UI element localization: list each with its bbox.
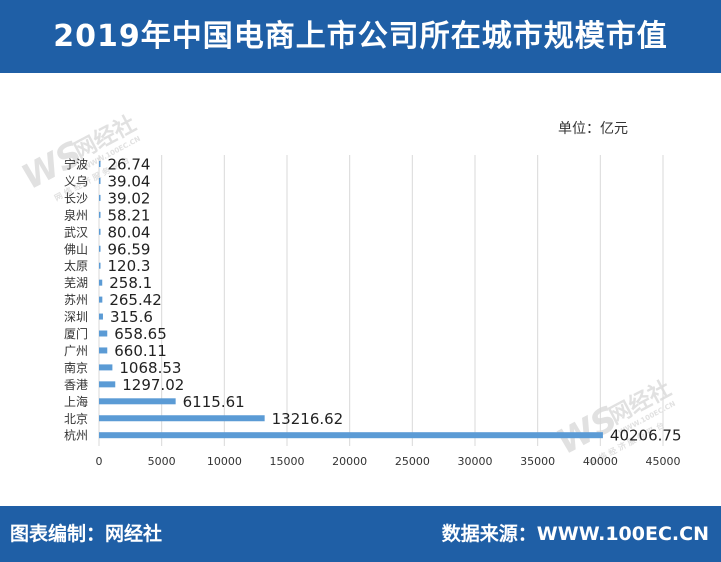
bar-佛山 xyxy=(99,245,101,252)
value-label-太原: 120.3 xyxy=(108,257,151,275)
x-tick-label-9: 45000 xyxy=(646,455,681,468)
category-label-杭州: 杭州 xyxy=(64,428,88,443)
value-label-苏州: 265.42 xyxy=(109,291,162,309)
value-label-芜湖: 258.1 xyxy=(109,274,152,292)
header-bar: 2019年中国电商上市公司所在城市规模市值 xyxy=(0,0,721,73)
value-label-厦门: 658.65 xyxy=(114,325,167,343)
x-tick-label-1: 5000 xyxy=(148,455,176,468)
category-label-太原: 太原 xyxy=(64,258,88,273)
x-tick-label-6: 30000 xyxy=(458,455,493,468)
category-label-宁波: 宁波 xyxy=(64,157,88,172)
category-label-泉州: 泉州 xyxy=(64,208,88,222)
x-tick-label-3: 15000 xyxy=(270,455,305,468)
bar-芜湖 xyxy=(99,279,103,286)
value-label-长沙: 39.02 xyxy=(108,189,151,207)
bar-长沙 xyxy=(99,194,101,201)
value-label-武汉: 80.04 xyxy=(108,223,151,241)
bar-series xyxy=(99,161,603,439)
category-label-长沙: 长沙 xyxy=(64,191,88,205)
bar-义乌 xyxy=(99,177,101,184)
value-label-广州: 660.11 xyxy=(114,342,167,360)
data-source-credit: 数据来源：WWW.100EC.CN xyxy=(441,523,709,545)
value-label-香港: 1297.02 xyxy=(122,376,184,394)
bar-广州 xyxy=(99,347,108,354)
value-label-北京: 13216.62 xyxy=(272,410,344,428)
footer-bar: 图表编制：网经社 数据来源：WWW.100EC.CN xyxy=(0,506,721,562)
value-label-深圳: 315.6 xyxy=(110,308,153,326)
category-label-佛山: 佛山 xyxy=(64,242,88,256)
category-label-香港: 香港 xyxy=(64,378,88,392)
category-label-深圳: 深圳 xyxy=(64,310,88,324)
category-label-广州: 广州 xyxy=(64,344,88,358)
x-tick-label-5: 25000 xyxy=(395,455,430,468)
value-label-南京: 1068.53 xyxy=(119,359,181,377)
bar-太原 xyxy=(99,262,101,269)
value-label-泉州: 58.21 xyxy=(108,206,151,224)
page-title: 2019年中国电商上市公司所在城市规模市值 xyxy=(53,19,668,54)
bar-深圳 xyxy=(99,313,103,320)
value-label-上海: 6115.61 xyxy=(183,393,245,411)
value-label-佛山: 96.59 xyxy=(108,240,151,258)
bar-北京 xyxy=(99,415,265,422)
category-label-芜湖: 芜湖 xyxy=(64,275,88,290)
category-label-武汉: 武汉 xyxy=(64,225,88,239)
bar-宁波 xyxy=(99,161,101,167)
bar-南京 xyxy=(99,364,113,371)
x-tick-label-7: 35000 xyxy=(520,455,555,468)
category-label-苏州: 苏州 xyxy=(64,293,88,307)
bar-厦门 xyxy=(99,330,108,337)
unit-label: 单位：亿元 xyxy=(558,121,628,137)
bar-泉州 xyxy=(99,211,101,218)
bar-杭州 xyxy=(99,432,603,439)
value-labels: 26.7439.0439.0258.2180.0496.59120.3258.1… xyxy=(108,156,682,445)
x-tick-label-2: 10000 xyxy=(207,455,242,468)
x-tick-label-0: 0 xyxy=(96,455,103,468)
bar-武汉 xyxy=(99,228,101,235)
category-label-义乌: 义乌 xyxy=(64,173,88,188)
category-label-厦门: 厦门 xyxy=(64,326,88,341)
value-label-宁波: 26.74 xyxy=(108,156,151,174)
x-axis-ticks: 0 5000 10000 15000 20000 25000 30000 35000 40000… xyxy=(96,455,681,468)
chart-editor-credit: 图表编制：网经社 xyxy=(10,523,163,545)
x-tick-label-8: 40000 xyxy=(583,455,618,468)
value-label-杭州: 40206.75 xyxy=(610,427,682,445)
bar-苏州 xyxy=(99,296,103,303)
value-label-义乌: 39.04 xyxy=(108,172,151,190)
category-label-南京: 南京 xyxy=(64,360,88,375)
bar-香港 xyxy=(99,381,116,388)
category-label-上海: 上海 xyxy=(64,394,88,409)
bar-上海 xyxy=(99,398,176,405)
x-tick-label-4: 20000 xyxy=(332,455,367,468)
category-label-北京: 北京 xyxy=(64,412,88,426)
